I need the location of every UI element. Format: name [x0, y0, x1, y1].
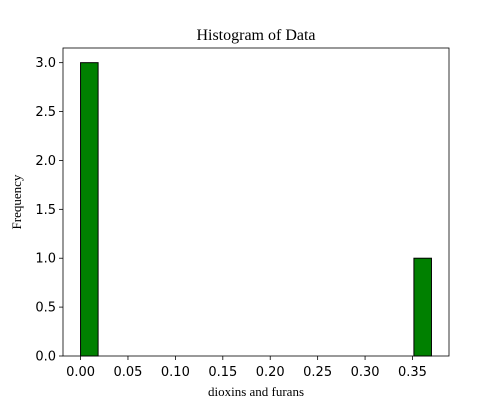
x-tick-label: 0.05	[113, 365, 142, 380]
plot-frame	[62, 47, 450, 357]
y-tick-label: 2.0	[35, 154, 56, 169]
y-tick-label: 0.5	[35, 301, 56, 316]
y-tick-label: 1.0	[35, 252, 56, 267]
x-tick-label: 0.30	[351, 365, 380, 380]
histogram-bar-1	[413, 257, 432, 357]
x-tick-label: 0.15	[208, 365, 237, 380]
x-tick-label: 0.20	[256, 365, 285, 380]
bars-group	[80, 62, 432, 357]
x-tick-label: 0.10	[161, 365, 190, 380]
x-axis: 0.00 0.05 0.10 0.15 0.20 0.25 0.30 0.35	[66, 356, 427, 380]
y-tick-label: 2.5	[35, 105, 56, 120]
x-tick-label: 0.25	[303, 365, 332, 380]
x-axis-label: dioxins and furans	[208, 384, 304, 399]
y-axis: 0.0 0.5 1.0 1.5 2.0 2.5 3.0	[35, 56, 63, 365]
y-axis-label: Frequency	[9, 174, 24, 229]
x-tick-label: 0.00	[66, 365, 95, 380]
chart-title: Histogram of Data	[196, 27, 315, 44]
x-tick-label: 0.35	[398, 365, 427, 380]
y-tick-label: 0.0	[35, 350, 56, 365]
y-tick-label: 1.5	[35, 203, 56, 218]
y-tick-label: 3.0	[35, 56, 56, 71]
histogram-bar-0	[80, 62, 99, 357]
